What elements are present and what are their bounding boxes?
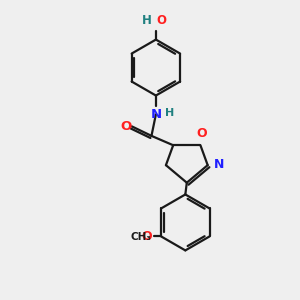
Text: N: N (214, 158, 224, 171)
Text: O: O (121, 120, 132, 133)
Text: H: H (142, 14, 152, 27)
Text: O: O (141, 230, 152, 243)
Text: CH₃: CH₃ (131, 232, 152, 242)
Text: H: H (165, 108, 174, 118)
Text: O: O (157, 14, 167, 27)
Text: N: N (150, 108, 161, 121)
Text: O: O (196, 127, 207, 140)
